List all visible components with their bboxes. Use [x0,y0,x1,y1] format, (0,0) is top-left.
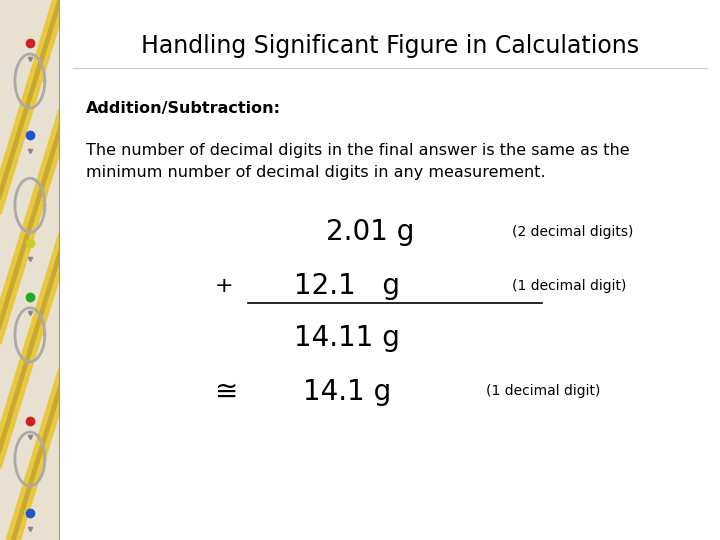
FancyArrow shape [0,0,60,199]
FancyArrow shape [0,0,60,215]
Text: (2 decimal digits): (2 decimal digits) [512,225,634,239]
FancyArrow shape [0,368,60,540]
Text: Addition/Subtraction:: Addition/Subtraction: [86,100,282,116]
FancyArrow shape [0,233,60,469]
Text: (1 decimal digit): (1 decimal digit) [485,384,600,399]
Text: 14.1 g: 14.1 g [303,377,391,406]
Text: 12.1   g: 12.1 g [294,272,400,300]
Text: The number of decimal digits in the final answer is the same as the
minimum numb: The number of decimal digits in the fina… [86,143,630,180]
Text: 2.01 g: 2.01 g [326,218,414,246]
FancyArrow shape [0,109,60,345]
FancyArrow shape [0,384,60,540]
Text: (1 decimal digit): (1 decimal digit) [512,279,626,293]
Text: ≅: ≅ [215,377,238,406]
Text: +: + [215,276,233,296]
FancyArrow shape [0,125,60,329]
FancyArrow shape [0,249,60,453]
Text: 14.11 g: 14.11 g [294,323,400,352]
Text: Handling Significant Figure in Calculations: Handling Significant Figure in Calculati… [141,34,639,58]
